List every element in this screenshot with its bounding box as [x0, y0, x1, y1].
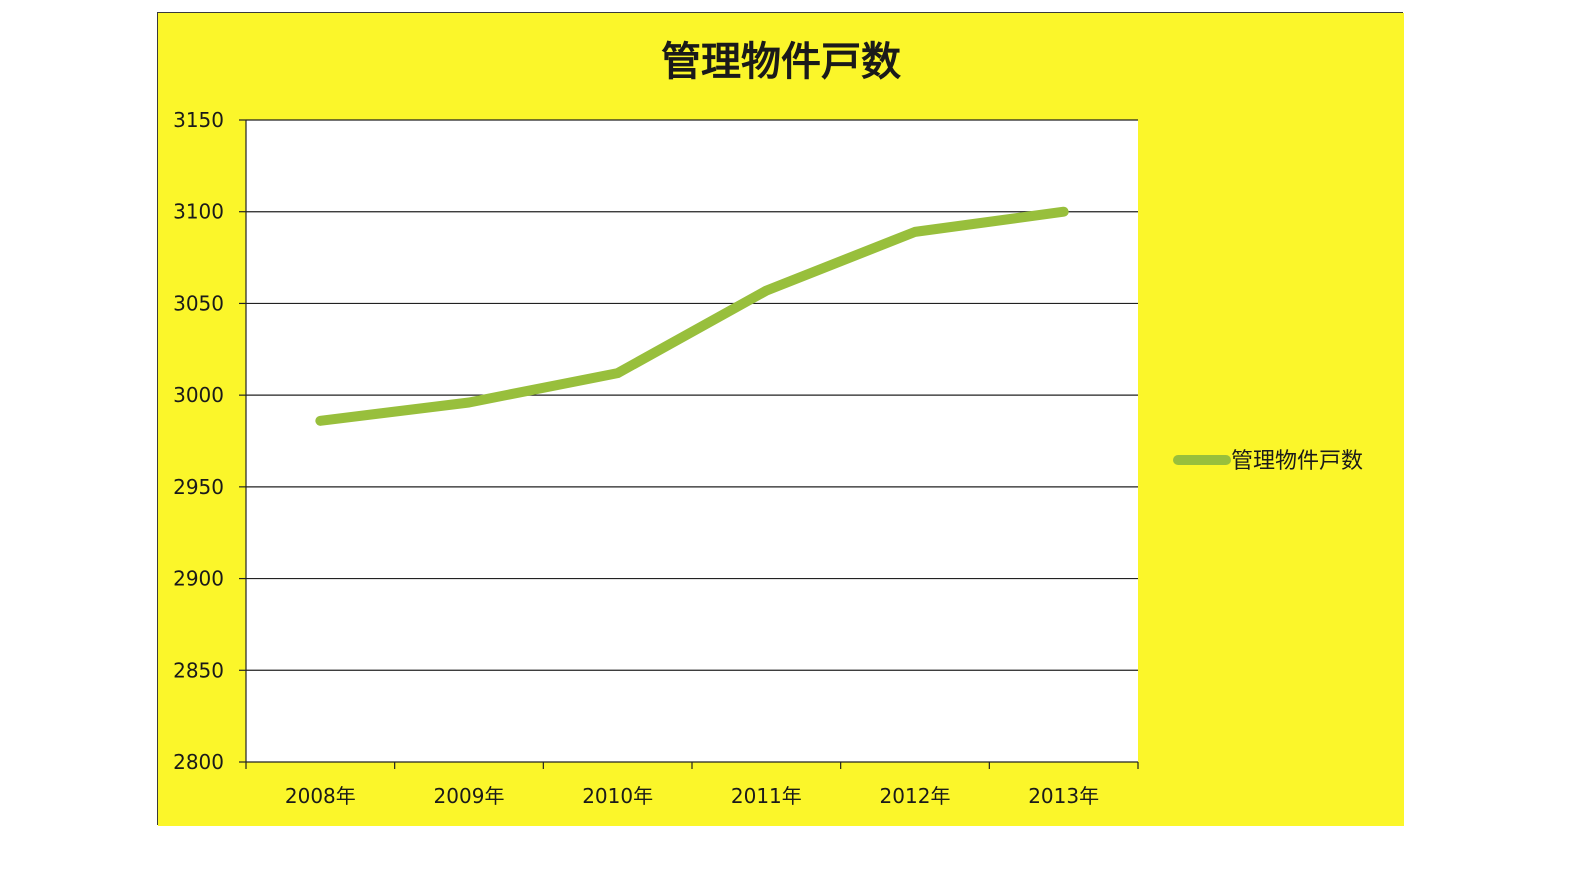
x-axis-tick-labels: 2008年 2009年 2010年 2011年 2012年 2013年 [285, 784, 1099, 808]
series-lines [315, 206, 1069, 426]
series-line [315, 206, 1069, 426]
y-tick-label: 3050 [173, 291, 224, 315]
x-tick-label: 2009年 [434, 784, 505, 808]
y-tick-label: 3000 [173, 383, 224, 407]
y-tick-label: 2850 [173, 658, 224, 682]
y-tick-label: 2800 [173, 750, 224, 774]
line-chart: 管理物件戸数 28002850290029503000305031003150 … [158, 13, 1404, 826]
chart-title: 管理物件戸数 [661, 39, 901, 85]
legend: 管理物件戸数 [1173, 449, 1363, 474]
x-tick-label: 2008年 [285, 784, 356, 808]
axes [239, 119, 1139, 769]
chart-panel: 管理物件戸数 2800 2850 2900 2950 3000 3050 3100 3150 … [157, 12, 1404, 826]
y-tick-label: 3100 [173, 200, 224, 224]
x-tick-label: 2010年 [582, 784, 653, 808]
gridlines [246, 119, 1138, 671]
legend-label: 管理物件戸数 [1231, 449, 1363, 474]
x-tick-label: 2013年 [1028, 784, 1099, 808]
y-tick-label: 3150 [173, 108, 224, 132]
plot-area [246, 120, 1138, 762]
x-tick-label: 2012年 [880, 784, 951, 808]
y-tick-label: 2950 [173, 475, 224, 499]
y-tick-label: 2900 [173, 567, 224, 591]
y-axis-tick-labels: 2800 2850 2900 2950 3000 3050 3100 3150 [173, 108, 224, 774]
x-tick-label: 2011年 [731, 784, 802, 808]
